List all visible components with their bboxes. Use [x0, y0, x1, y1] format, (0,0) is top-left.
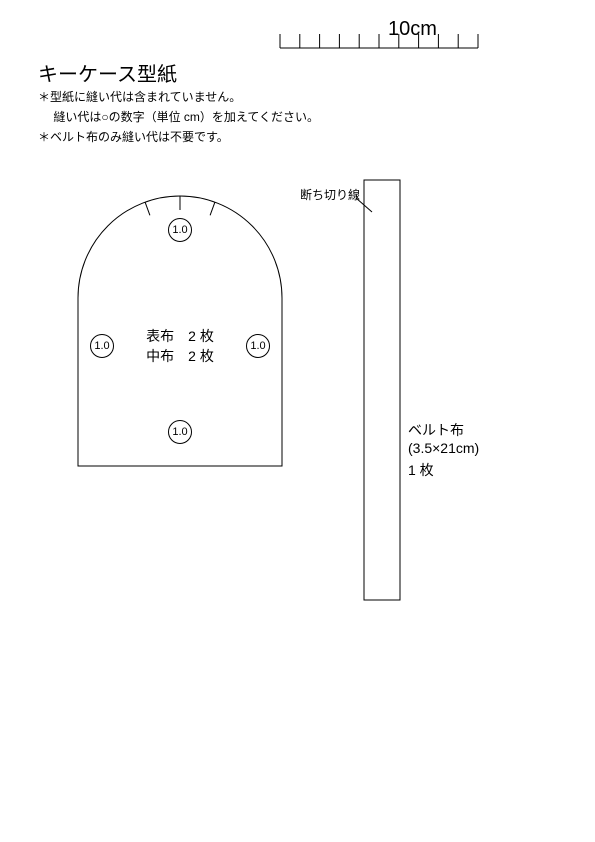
cut-line-label: 断ち切り線	[300, 186, 360, 203]
seam-allowance-top: 1.0	[168, 218, 192, 242]
seam-allowance-left: 1.0	[90, 334, 114, 358]
belt-piece-outline	[364, 180, 400, 600]
ruler	[280, 34, 478, 48]
belt-label-2: (3.5×21cm)	[408, 440, 479, 456]
seam-allowance-right: 1.0	[246, 334, 270, 358]
drawing-layer	[0, 0, 595, 842]
belt-label-1: ベルト布	[408, 420, 464, 440]
belt-label-3: 1 枚	[408, 460, 434, 480]
seam-allowance-bottom: 1.0	[168, 420, 192, 444]
page: キーケース型紙 ＊型紙に縫い代は含まれていません。 縫い代は○の数字（単位 cm…	[0, 0, 595, 842]
main-piece-label-inner: 中布 2 枚	[130, 346, 230, 366]
main-piece-label-outer: 表布 2 枚	[130, 326, 230, 346]
